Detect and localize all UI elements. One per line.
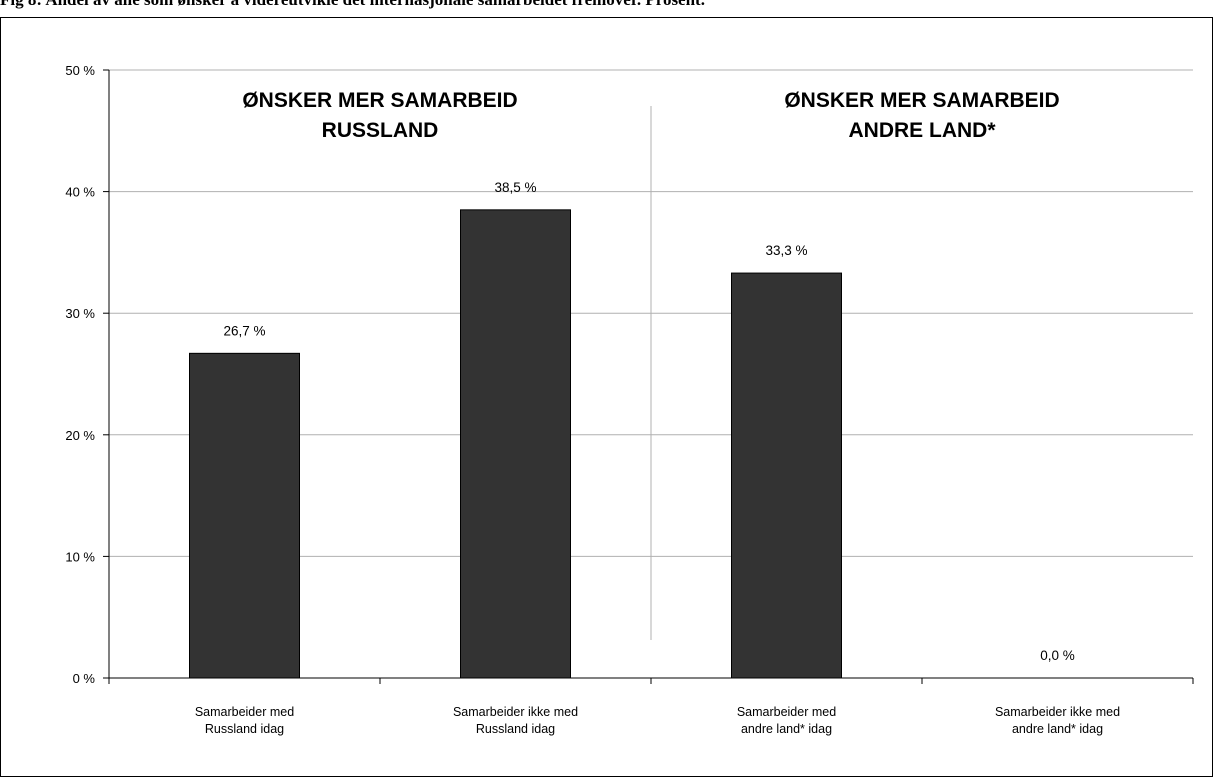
- data-label: 0,0 %: [1040, 648, 1075, 663]
- figure-caption: Fig 8: Andel av alle som ønsker å videre…: [0, 0, 1215, 10]
- x-tick-label: Russland idag: [205, 722, 284, 736]
- y-tick-label: 20 %: [65, 428, 95, 443]
- panel-annotation: RUSSLAND: [322, 119, 439, 142]
- x-tick-label: andre land* idag: [741, 722, 832, 736]
- x-tick-label: Samarbeider med: [737, 705, 836, 719]
- labels: 0 % 10 % 20 % 30 % 40 % 50 % 26,7 % Samarbeider…: [65, 63, 1120, 736]
- bar: [460, 209, 571, 679]
- data-label: 26,7 %: [223, 323, 265, 338]
- data-label: 38,5 %: [494, 180, 536, 195]
- x-tick-label: Samarbeider ikke med: [995, 705, 1120, 719]
- panel-annotation: ØNSKER MER SAMARBEID: [242, 89, 517, 112]
- axes: [103, 69, 1194, 684]
- x-tick-label: andre land* idag: [1012, 722, 1103, 736]
- y-tick-label: 0 %: [73, 671, 96, 686]
- y-tick-label: 40 %: [65, 185, 95, 200]
- x-tick-label: Samarbeider ikke med: [453, 705, 578, 719]
- bar: [189, 352, 300, 679]
- bar: [731, 272, 842, 679]
- x-tick-label: Russland idag: [476, 722, 555, 736]
- panel-annotation: ØNSKER MER SAMARBEID: [784, 89, 1059, 112]
- bars: [189, 209, 842, 679]
- y-tick-label: 10 %: [65, 549, 95, 564]
- data-label: 33,3 %: [765, 243, 807, 258]
- y-tick-label: 30 %: [65, 306, 95, 321]
- y-tick-label: 50 %: [65, 63, 95, 78]
- panel-annotation: ANDRE LAND*: [849, 119, 997, 142]
- x-tick-label: Samarbeider med: [195, 705, 294, 719]
- bar-chart: 0 % 10 % 20 % 30 % 40 % 50 % 26,7 % Samarbeider…: [65, 63, 1194, 736]
